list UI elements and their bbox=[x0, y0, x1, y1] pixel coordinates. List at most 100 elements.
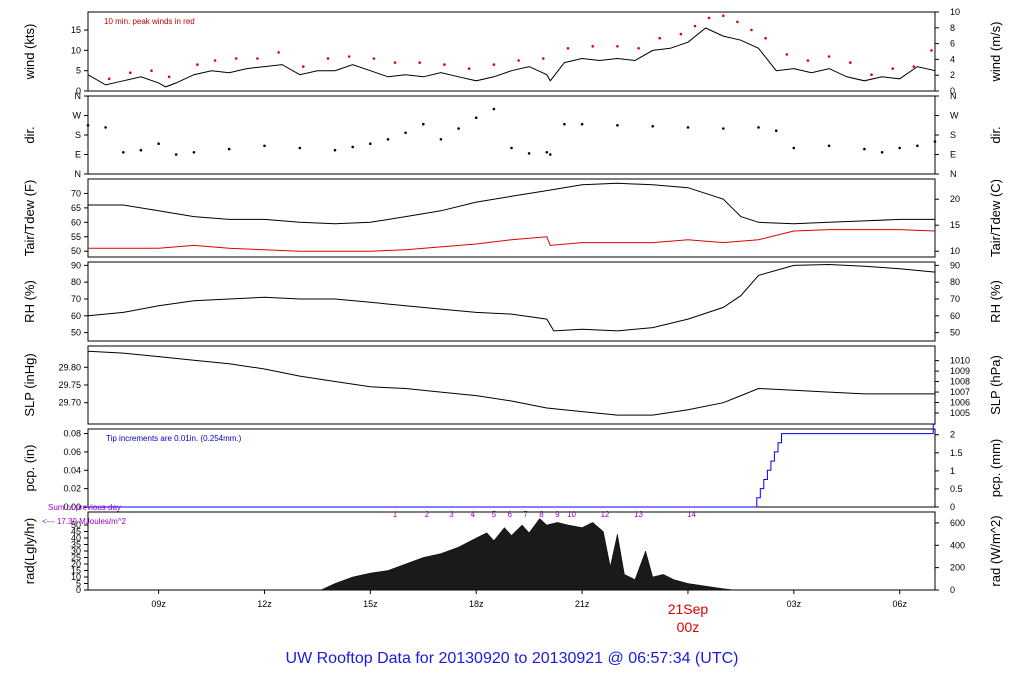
panel-temp bbox=[84, 178, 939, 258]
panel-wind bbox=[84, 11, 939, 92]
slp-right-tick-label: 1010 bbox=[950, 356, 970, 366]
x-day-sublabel: 00z bbox=[677, 619, 700, 635]
rh-frame bbox=[87, 261, 936, 342]
slp-frame bbox=[87, 345, 936, 425]
slp-left-tick-label: 29.70 bbox=[58, 398, 81, 408]
dir-point-direction bbox=[792, 146, 796, 150]
dir-point-direction bbox=[651, 125, 654, 128]
rh-series-RH bbox=[87, 263, 936, 332]
slp-series-SLP bbox=[87, 350, 935, 416]
dir-left-tick-label: E bbox=[75, 150, 81, 160]
dir-point-direction bbox=[880, 151, 884, 154]
rad-left-tick-label: 5 bbox=[76, 579, 81, 589]
wind-point-peak bbox=[234, 57, 238, 60]
dir-point-direction bbox=[263, 144, 266, 148]
wind-point-peak bbox=[150, 69, 153, 72]
panel-pcp bbox=[84, 423, 939, 508]
wind-point-peak bbox=[637, 47, 640, 50]
pcp-left-tick-label: 0.06 bbox=[63, 447, 81, 457]
dir-point-direction bbox=[457, 127, 460, 130]
wind-frame bbox=[87, 11, 936, 92]
wind-point-peak bbox=[566, 47, 570, 50]
wind-point-peak bbox=[736, 20, 739, 24]
dir-point-direction bbox=[86, 124, 90, 127]
dir-frame bbox=[87, 95, 936, 175]
rad-left-tick-label: 20 bbox=[71, 559, 81, 569]
panel-slp bbox=[84, 345, 939, 425]
rh-left-tick-label: 60 bbox=[71, 311, 81, 321]
wind-point-peak bbox=[658, 36, 661, 40]
x-tick-label: 12z bbox=[257, 599, 272, 609]
wind-left-tick-label: 5 bbox=[76, 66, 81, 76]
x-tick-label: 06z bbox=[892, 599, 907, 609]
rad-uv-marker: 3 bbox=[449, 510, 454, 519]
wind-right-tick-label: 6 bbox=[950, 39, 955, 49]
pcp-note: Tip increments are 0.01in. (0.254mm.) bbox=[106, 434, 242, 443]
temp-left-tick-label: 50 bbox=[71, 246, 81, 256]
wind-right-tick-label: 4 bbox=[950, 54, 955, 64]
temp-right-axis-label: Tair/Tdew (C) bbox=[988, 179, 1003, 257]
pcp-left-axis-label: pcp. (in) bbox=[22, 445, 37, 492]
temp-left-tick-label: 55 bbox=[71, 232, 81, 242]
dir-right-tick-label: N bbox=[950, 91, 957, 101]
wind-point-peak bbox=[827, 55, 831, 58]
dir-point-direction bbox=[563, 122, 566, 126]
pcp-right-tick-label: 1 bbox=[950, 466, 955, 476]
rad-right-tick-label: 400 bbox=[950, 540, 965, 550]
wind-point-peak bbox=[722, 14, 725, 18]
dir-left-tick-label: N bbox=[75, 169, 82, 179]
rad-uv-marker: 5 bbox=[492, 510, 497, 519]
dir-point-direction bbox=[474, 116, 478, 119]
slp-right-tick-label: 1007 bbox=[950, 387, 970, 397]
wind-point-peak bbox=[849, 61, 852, 64]
dir-right-tick-label: E bbox=[950, 150, 956, 160]
rad-note-total: <--- 17.39 MJoules/m^2 bbox=[42, 517, 127, 526]
x-tick-label: 21z bbox=[575, 599, 590, 609]
slp-right-tick-label: 1006 bbox=[950, 398, 970, 408]
temp-left-tick-label: 70 bbox=[71, 188, 81, 198]
slp-left-axis-label: SLP (inHg) bbox=[22, 353, 37, 416]
wind-point-peak bbox=[277, 51, 280, 54]
x-day-label: 21Sep bbox=[668, 601, 709, 617]
dir-point-direction bbox=[351, 145, 355, 149]
rh-right-tick-label: 70 bbox=[950, 294, 960, 304]
wind-point-peak bbox=[129, 71, 132, 74]
wind-left-tick-label: 10 bbox=[71, 45, 81, 55]
dir-point-direction bbox=[933, 140, 937, 143]
dir-point-direction bbox=[492, 107, 496, 111]
wind-point-peak bbox=[326, 57, 330, 60]
wind-point-peak bbox=[764, 36, 767, 40]
temp-frame bbox=[87, 178, 936, 258]
dir-point-direction bbox=[104, 126, 107, 129]
rad-left-tick-label: 15 bbox=[71, 566, 81, 576]
slp-left-tick-label: 29.80 bbox=[58, 362, 81, 372]
pcp-right-axis-label: pcp. (mm) bbox=[988, 439, 1003, 498]
rad-uv-marker: 12 bbox=[601, 510, 610, 519]
wind-point-peak bbox=[707, 16, 711, 20]
rh-right-tick-label: 80 bbox=[950, 277, 960, 287]
slp-right-tick-label: 1009 bbox=[950, 366, 970, 376]
wind-point-peak bbox=[418, 61, 422, 64]
wind-point-peak bbox=[912, 65, 916, 68]
rad-right-tick-label: 600 bbox=[950, 518, 965, 528]
panel-rh bbox=[84, 261, 939, 342]
pcp-series-precip bbox=[88, 423, 935, 508]
dir-point-direction bbox=[157, 142, 160, 145]
dir-point-direction bbox=[404, 131, 407, 135]
wind-right-tick-label: 10 bbox=[950, 7, 960, 17]
dir-point-direction bbox=[757, 126, 760, 129]
rad-left-tick-label: 35 bbox=[71, 540, 81, 550]
dir-point-direction bbox=[916, 144, 919, 148]
wind-point-peak bbox=[750, 28, 753, 32]
dir-point-direction bbox=[527, 152, 531, 155]
pcp-left-tick-label: 0.04 bbox=[63, 465, 81, 475]
dir-point-direction bbox=[863, 147, 866, 151]
temp-series-Tair bbox=[88, 182, 935, 225]
wind-point-peak bbox=[930, 49, 933, 52]
wind-point-peak bbox=[679, 32, 683, 36]
rad-uv-marker: 10 bbox=[567, 510, 576, 519]
rad-series-radiation bbox=[88, 518, 935, 591]
rad-uv-marker: 13 bbox=[634, 510, 643, 519]
rad-left-tick-label: 30 bbox=[71, 546, 81, 556]
